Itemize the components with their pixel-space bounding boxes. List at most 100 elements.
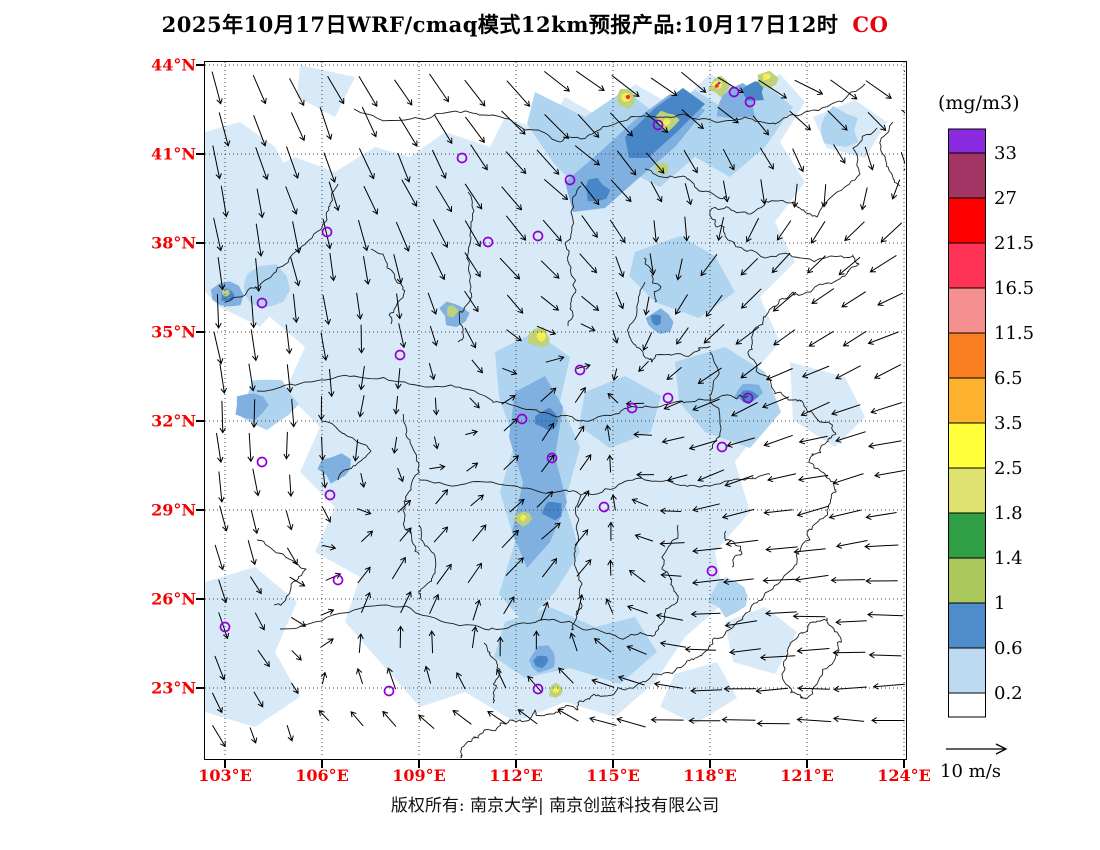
legend-color-block (948, 128, 986, 154)
city-marker (256, 456, 268, 468)
axis-tick (515, 760, 517, 768)
legend-color-block (948, 197, 986, 244)
legend: (mg/m3) 33 27 21.5 16.5 11.5 6.5 3.5 2.5 1.8 1.4 1… (938, 92, 1068, 742)
axis-tick (196, 331, 204, 333)
city-marker (321, 226, 333, 238)
lat-label: 35°N (151, 322, 196, 342)
title-text: 2025年10月17日WRF/cmaq模式12km预报产品:10月17日12时 (161, 12, 839, 37)
lon-label: 109°E (392, 766, 446, 785)
city-marker (574, 364, 586, 376)
legend-color-block (948, 512, 986, 559)
co-concentration-field (205, 65, 887, 727)
lat-label: 23°N (151, 678, 196, 698)
legend-value-label: 2.5 (994, 458, 1023, 479)
city-marker (598, 501, 610, 513)
legend-value-label: 11.5 (994, 323, 1034, 344)
axis-tick (196, 153, 204, 155)
lon-label: 118°E (683, 766, 737, 785)
city-marker (716, 441, 728, 453)
axis-tick (196, 687, 204, 689)
legend-value-label: 0.2 (994, 683, 1023, 704)
legend-value-label: 16.5 (994, 278, 1034, 299)
legend-unit: (mg/m3) (938, 92, 1020, 114)
city-marker (652, 119, 664, 131)
city-marker (662, 392, 674, 404)
legend-color-block (948, 692, 986, 718)
legend-value-label: 3.5 (994, 413, 1023, 434)
city-marker (546, 452, 558, 464)
lon-label: 103°E (198, 766, 252, 785)
axis-tick (196, 242, 204, 244)
legend-color-block (948, 647, 986, 694)
city-marker (219, 621, 231, 633)
wind-scale-arrow-icon (946, 743, 1008, 755)
title-pollutant: CO (852, 12, 889, 37)
legend-color-block (948, 152, 986, 199)
lat-label: 41°N (151, 144, 196, 164)
axis-tick (418, 760, 420, 768)
city-marker (706, 565, 718, 577)
legend-color-block (948, 332, 986, 379)
city-marker (532, 683, 544, 695)
city-marker (394, 349, 406, 361)
axis-tick (806, 760, 808, 768)
legend-value-label: 1.8 (994, 503, 1023, 524)
city-marker (256, 297, 268, 309)
legend-color-block (948, 467, 986, 514)
axis-tick (321, 760, 323, 768)
map-frame (204, 61, 907, 760)
axis-tick (612, 760, 614, 768)
axis-tick (709, 760, 711, 768)
axis-tick (196, 598, 204, 600)
legend-value-label: 21.5 (994, 233, 1034, 254)
forecast-map (205, 62, 905, 758)
axis-tick (196, 509, 204, 511)
lat-label: 38°N (151, 233, 196, 253)
city-marker (482, 236, 494, 248)
legend-value-label: 6.5 (994, 368, 1023, 389)
page-title: 2025年10月17日WRF/cmaq模式12km预报产品:10月17日12时 C… (0, 9, 1050, 39)
city-marker (532, 230, 544, 242)
city-marker (744, 96, 756, 108)
axis-tick (196, 420, 204, 422)
city-marker (626, 402, 638, 414)
legend-value-label: 0.6 (994, 638, 1023, 659)
legend-bar: 33 27 21.5 16.5 11.5 6.5 3.5 2.5 1.8 1.4 1 0.6 0.2 (948, 128, 1034, 718)
lon-label: 124°E (877, 766, 931, 785)
city-markers (219, 86, 756, 697)
legend-value-label: 33 (994, 143, 1017, 164)
city-marker (332, 574, 344, 586)
city-marker (383, 685, 395, 697)
lat-label: 44°N (151, 55, 196, 75)
legend-color-block (948, 287, 986, 334)
city-marker (516, 413, 528, 425)
legend-value-label: 1 (994, 593, 1005, 614)
legend-value-label: 27 (994, 188, 1017, 209)
legend-color-block (948, 377, 986, 424)
lon-label: 115°E (586, 766, 640, 785)
wind-vectors (211, 70, 905, 748)
wind-scale: 10 m/s (940, 740, 1070, 782)
lon-label: 112°E (489, 766, 543, 785)
axis-tick (224, 760, 226, 768)
city-marker (456, 152, 468, 164)
city-marker (728, 86, 740, 98)
lat-label: 32°N (151, 411, 196, 431)
wind-scale-label: 10 m/s (940, 761, 1001, 782)
legend-color-block (948, 557, 986, 604)
graticule (205, 62, 905, 758)
lat-label: 29°N (151, 500, 196, 520)
lon-label: 121°E (780, 766, 834, 785)
legend-value-label: 1.4 (994, 548, 1023, 569)
province-boundaries (224, 83, 901, 758)
footer-copyright: 版权所有: 南京大学| 南京创蓝科技有限公司 (390, 796, 720, 816)
city-marker (564, 174, 576, 186)
axis-tick (903, 760, 905, 768)
legend-color-block (948, 422, 986, 469)
city-marker (324, 489, 336, 501)
lat-label: 26°N (151, 589, 196, 609)
axis-tick (196, 64, 204, 66)
city-marker (742, 392, 754, 404)
legend-color-block (948, 242, 986, 289)
